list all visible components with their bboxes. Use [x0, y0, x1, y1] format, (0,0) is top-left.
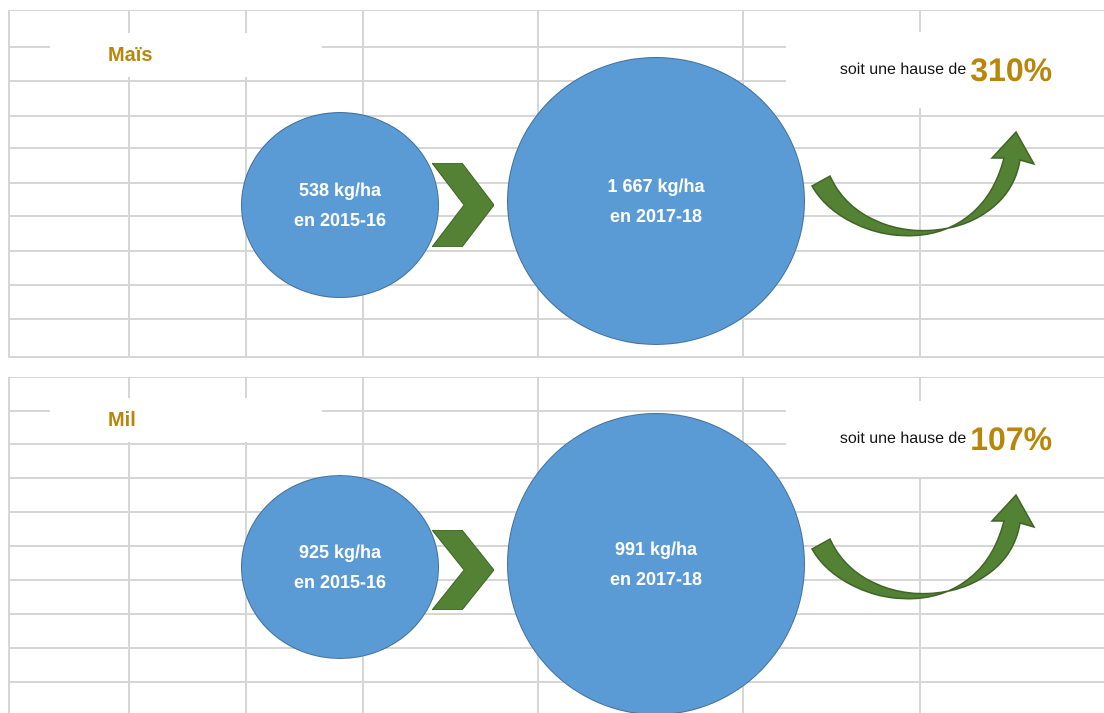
yield-2015-value: 538 kg/ha [298, 180, 382, 200]
yield-2017-period: en 2017-18 [609, 206, 703, 226]
crop-panel-mil: Mil 925 kg/ha en 2015-16 991 kg/ha en 20… [8, 377, 1104, 713]
yield-2015-value: 925 kg/ha [298, 542, 382, 562]
crop-title: Maïs [50, 33, 322, 77]
yield-2015-period: en 2015-16 [293, 210, 387, 230]
chevron-right-icon [432, 530, 494, 610]
increase-value: 310% [970, 51, 1053, 88]
yield-2017-value: 1 667 kg/ha [607, 176, 705, 196]
increase-callout: soit une hause de 310% [786, 32, 1104, 108]
yield-2017-period: en 2017-18 [609, 569, 703, 589]
curved-up-arrow-icon [810, 130, 1036, 237]
yield-2017-circle: 991 kg/ha en 2017-18 [507, 413, 805, 713]
yield-2017-circle: 1 667 kg/ha en 2017-18 [507, 57, 805, 345]
yield-2015-period: en 2015-16 [293, 572, 387, 592]
curved-up-arrow-icon [810, 493, 1036, 600]
increase-text: soit une hause de [839, 61, 967, 78]
crop-panel-mais: Maïs 538 kg/ha en 2015-16 1 667 kg/ha en… [8, 10, 1104, 358]
increase-value: 107% [970, 420, 1053, 457]
yield-2017-value: 991 kg/ha [614, 539, 698, 559]
yield-2015-circle: 538 kg/ha en 2015-16 [241, 112, 439, 298]
chevron-right-icon [432, 163, 494, 247]
increase-callout: soit une hause de 107% [786, 401, 1104, 477]
crop-title: Mil [50, 398, 322, 442]
yield-2015-circle: 925 kg/ha en 2015-16 [241, 475, 439, 659]
increase-text: soit une hause de [839, 430, 967, 447]
